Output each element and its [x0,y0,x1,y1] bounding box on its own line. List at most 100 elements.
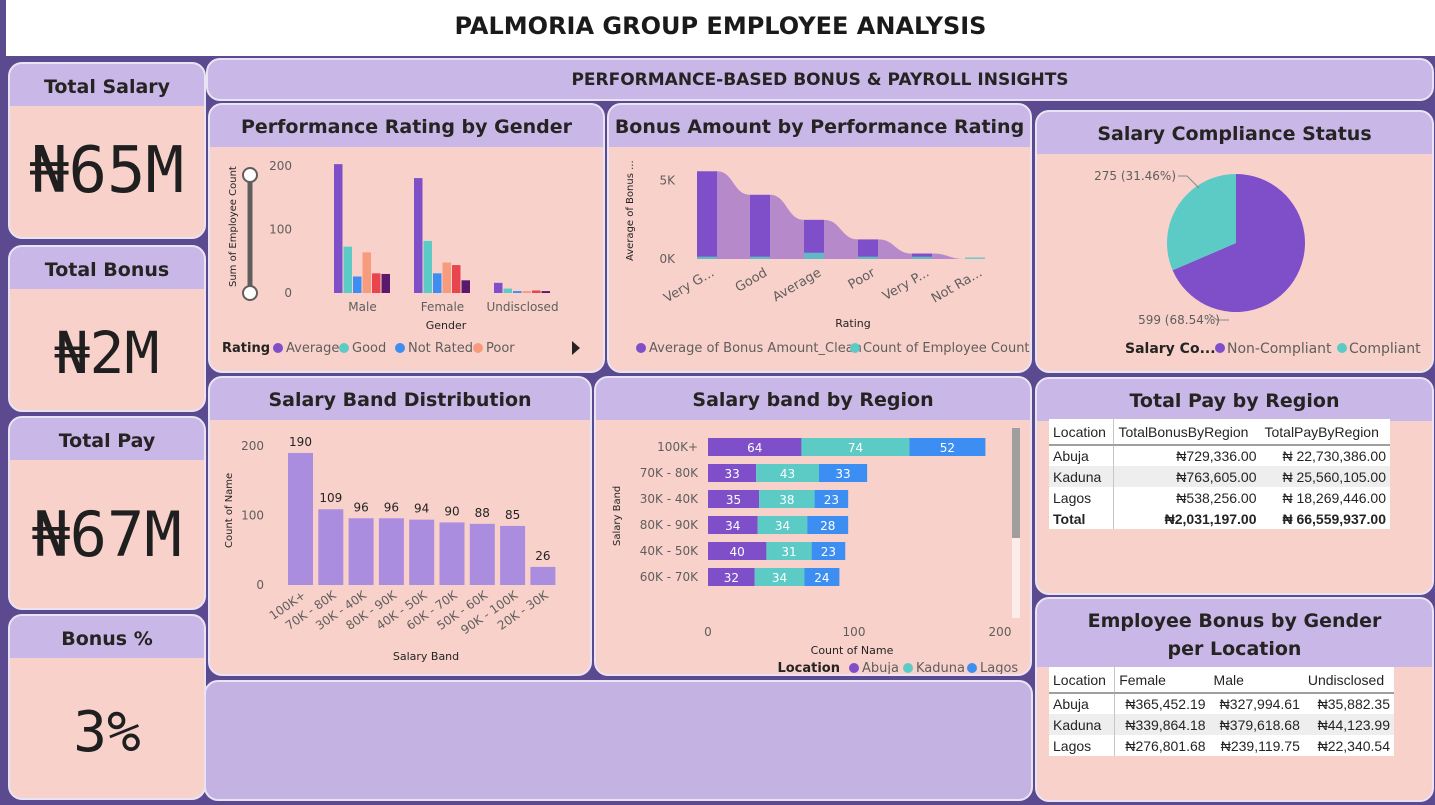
data-label: 64 [747,441,762,455]
bar [288,452,313,585]
y-tick-label: 100K+ [657,440,698,454]
bar [461,280,470,293]
scrollbar-thumb [1012,428,1020,538]
legend-label: Compliant [1349,341,1421,357]
kpi-card-total-salary[interactable]: Total Salary ₦65M [8,62,206,239]
leader-line [1208,313,1229,321]
data-label: 94 [414,502,429,516]
kpi-label: Total Bonus [10,247,204,289]
table-row: Kaduna ₦339,864.18 ₦379,618.68 ₦44,123.99 [1049,714,1394,735]
data-label: 96 [353,500,368,514]
table-cell: ₦2,031,197.00 [1164,510,1257,527]
bonus-column [804,219,824,259]
stacked-bar-segment [708,464,757,482]
data-label: 23 [821,545,836,559]
data-label: 88 [475,506,490,520]
table-cell: ₦239,119.75 [1220,737,1300,754]
kpi-card-total-bonus[interactable]: Total Bonus ₦2M [8,245,206,412]
stacked-bar-segment [754,568,805,586]
table-row: Abuja ₦365,452.19 ₦327,994.61 ₦35,882.35 [1049,693,1394,714]
stacked-bar-segment [801,438,910,456]
count-segment [750,256,770,259]
x-tick-label: Very G... [661,265,717,306]
bar [503,288,512,293]
legend-label: Non-Compliant [1227,341,1332,357]
legend-dot [850,343,860,353]
page-title: PALMORIA GROUP EMPLOYEE ANALYSIS [454,12,987,40]
y-tick-label: 0 [256,578,264,592]
stacked-bar-segment [818,464,868,482]
x-tick-label: Very P... [880,265,932,304]
x-tick-label: 0 [704,625,712,639]
count-segment [697,256,717,259]
x-axis-label: Gender [426,319,467,332]
bar [318,509,344,585]
table-cell: TotalBonusByRegion [1113,419,1261,446]
y-tick-label: 40K - 50K [640,544,699,558]
bar [372,273,381,293]
bonus-column [858,239,878,259]
bonus-by-rating-card[interactable]: Bonus Amount by Performance Rating Avera… [607,103,1032,373]
chart-title: Performance Rating by Gender [210,105,603,147]
data-label: 38 [779,493,794,507]
bonus-column [697,171,717,259]
ribbon [932,253,965,259]
bonus-column [750,194,770,259]
table-title: Total Pay by Region [1037,379,1432,421]
bar [469,523,495,585]
legend-dot [849,663,859,673]
y-tick-label: 30K - 40K [640,492,699,506]
salary-compliance-card[interactable]: Salary Compliance Status 275 (31.46%) 599… [1035,110,1434,373]
salary-compliance-pie-chart[interactable]: 275 (31.46%) 599 (68.54%) Salary Co... Non-… [1037,154,1432,373]
legend-label: Lagos [980,661,1018,676]
stacked-bar-segment [759,490,815,508]
kpi-card-bonus-percent[interactable]: Bonus % 3% [8,614,206,800]
legend-dot [339,343,349,353]
empty-panel [204,680,1033,801]
performance-rating-chart[interactable]: Sum of Employee Count 200 100 0 Male Female Un… [210,147,603,373]
table-cell: Abuja [1049,445,1115,466]
stacked-bar-segment [756,464,819,482]
table-cell: ₦327,994.61 [1219,696,1300,712]
data-label: 26 [535,549,550,563]
y-tick-label: 70K - 80K [640,466,699,480]
data-label: 190 [289,435,312,449]
data-label: 85 [505,508,520,522]
count-segment [804,252,824,259]
table-cell: ₦538,256.00 [1176,489,1257,506]
slider-handle-top [242,167,258,183]
kpi-card-total-pay[interactable]: Total Pay ₦67M [8,416,206,610]
data-label: 23 [824,493,839,507]
legend-dot [395,343,405,353]
bonus-by-gender-location-table[interactable]: Location Female Male Undisclosed Abuja ₦365,4… [1049,667,1394,756]
y-tick-label: 100 [241,509,264,523]
bonus-by-gender-location-card[interactable]: Employee Bonus by Gender per Location Lo… [1035,597,1434,802]
legend-dot [636,343,646,353]
table-cell: ₦44,123.99 [1303,714,1394,735]
data-label: 34 [772,571,787,585]
kpi-value: ₦2M [54,319,160,387]
performance-rating-by-gender-card[interactable]: Performance Rating by Gender Sum of Empl… [208,103,605,373]
stacked-bar-segment [708,542,767,560]
x-tick-label: Undisclosed [486,300,558,314]
legend-dot [473,343,483,353]
total-pay-by-region-table[interactable]: Location TotalBonusByRegion TotalPayByRegi… [1049,419,1390,529]
data-label: 52 [940,441,955,455]
legend-dot [1337,343,1347,353]
table-row: Total ₦2,031,197.00 ₦ 66,559,937.00 [1049,508,1390,529]
y-axis-label: Sum of Employee Count [228,166,239,287]
bar [500,525,526,585]
legend-label: Not Rated [408,341,473,356]
y-tick-label: 100 [269,223,292,237]
salary-band-by-region-card[interactable]: Salary band by Region Salary Band 100K+ 64… [594,376,1032,676]
stacked-bar-segment [757,516,808,534]
total-pay-by-region-card[interactable]: Total Pay by Region Location TotalBonusBy… [1035,377,1434,595]
salary-band-distribution-card[interactable]: Salary Band Distribution Count of Name 20… [208,376,592,676]
y-tick-label: 80K - 90K [640,518,699,532]
x-tick-label: Average [770,265,824,305]
x-tick-label: Male [348,300,376,314]
data-label: 31 [781,545,796,559]
salary-band-by-region-chart[interactable]: Salary Band 100K+ 64 74 52 70K - 80K 33 43 33 30K… [596,420,1030,676]
